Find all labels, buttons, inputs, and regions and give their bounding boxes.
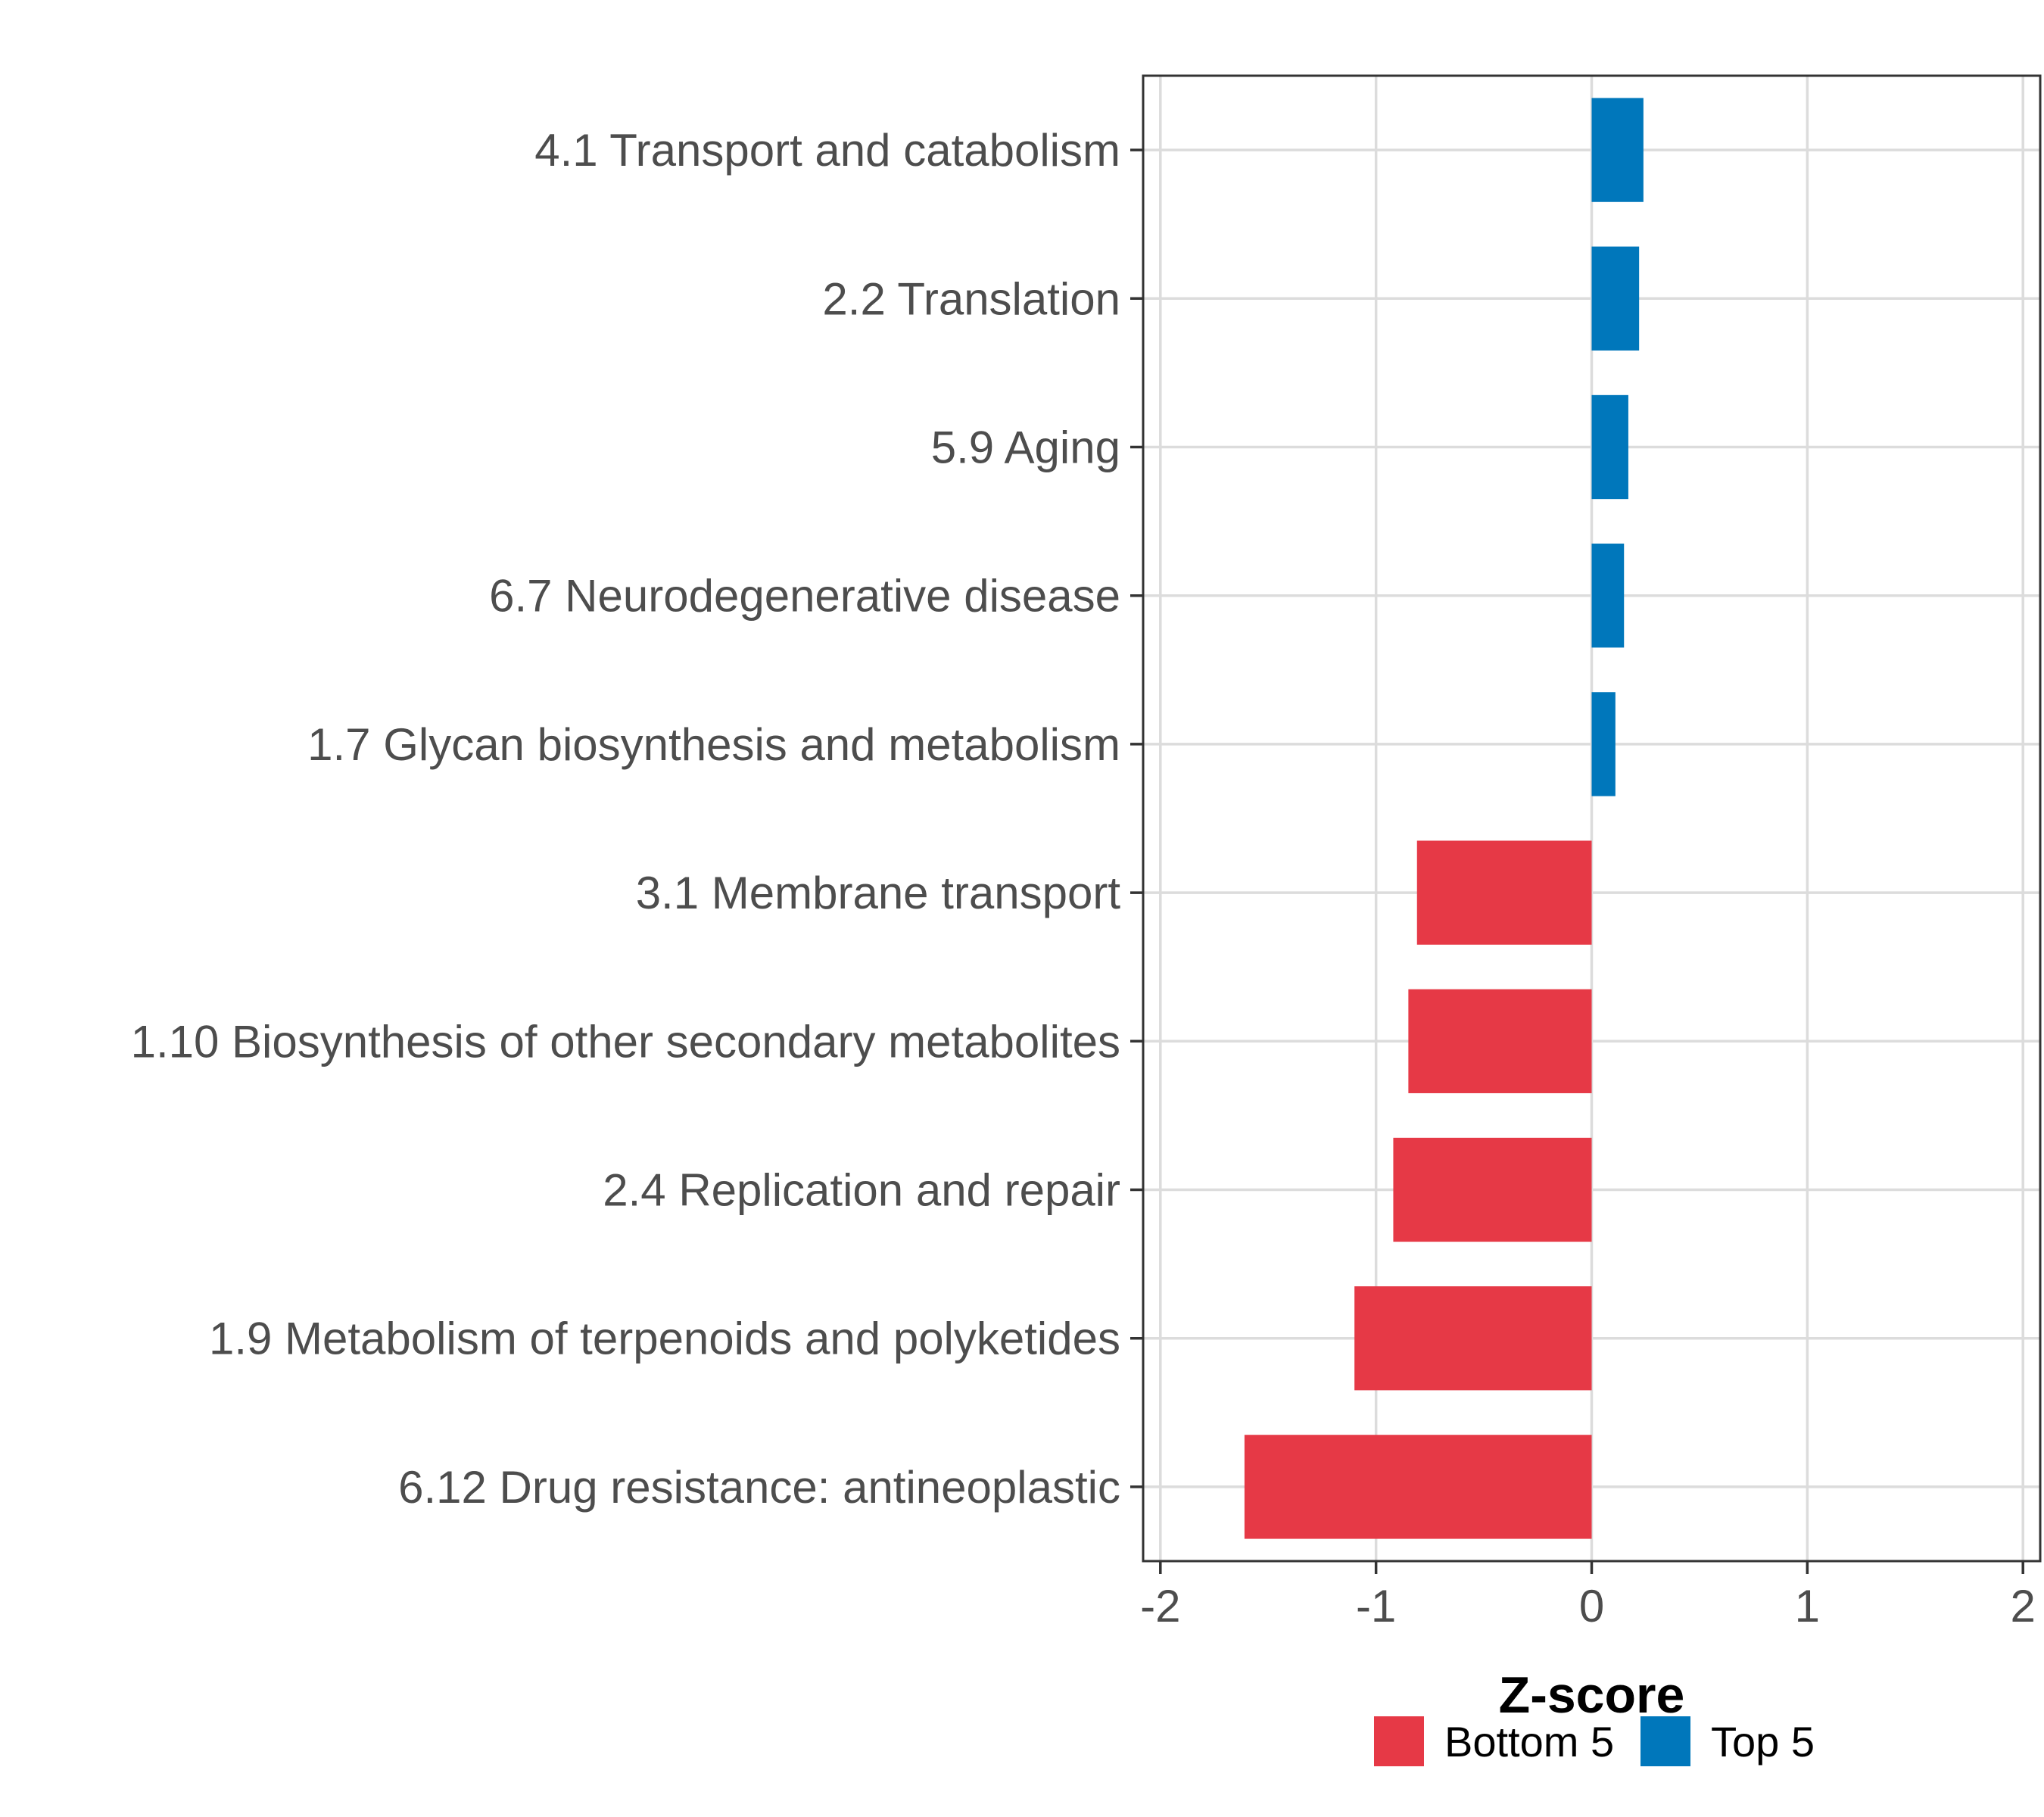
x-axis-ticks: -2 -1 0 1 2 xyxy=(1130,148,2036,1632)
category-label: 6.12 Drug resistance: antineoplastic xyxy=(398,1462,1120,1513)
bar-6 xyxy=(1416,840,1592,945)
bar-4 xyxy=(1591,544,1625,648)
bars xyxy=(1244,98,1644,1539)
category-label: 2.2 Translation xyxy=(822,273,1120,324)
plot-panel-border xyxy=(1142,74,2042,1563)
bar-5 xyxy=(1591,692,1616,796)
bar-8 xyxy=(1393,1137,1592,1242)
x-tick-label: -1 xyxy=(1356,1581,1396,1632)
category-label: 1.10 Biosynthesis of other secondary met… xyxy=(131,1016,1120,1067)
bar-3 xyxy=(1591,394,1628,500)
bar-10 xyxy=(1244,1435,1592,1539)
x-tick-label: 0 xyxy=(1579,1581,1604,1632)
x-tick-label: -2 xyxy=(1140,1581,1180,1632)
category-labels: 4.1 Transport and catabolism 2.2 Translat… xyxy=(131,125,1121,1513)
legend-label-top-5: Top 5 xyxy=(1711,1718,1815,1766)
category-label: 3.1 Membrane transport xyxy=(636,868,1121,918)
category-label: 5.9 Aging xyxy=(931,422,1120,473)
category-label: 1.9 Metabolism of terpenoids and polyket… xyxy=(209,1314,1120,1364)
category-label: 4.1 Transport and catabolism xyxy=(534,125,1120,176)
x-tick-label: 2 xyxy=(2011,1581,2036,1632)
legend-key-bottom-5 xyxy=(1374,1716,1424,1766)
bar-7 xyxy=(1408,989,1592,1093)
legend-key-top-5 xyxy=(1640,1716,1690,1766)
bar-2 xyxy=(1591,246,1640,351)
bar-1 xyxy=(1591,98,1644,202)
category-label: 6.7 Neurodegenerative disease xyxy=(489,571,1120,622)
x-axis-title: Z-score xyxy=(1499,1666,1685,1724)
legend-label-bottom-5: Bottom 5 xyxy=(1444,1718,1614,1766)
category-label: 2.4 Replication and repair xyxy=(603,1165,1120,1216)
legend: Bottom 5 Top 5 xyxy=(1374,1716,1815,1766)
category-label: 1.7 Glycan biosynthesis and metabolism xyxy=(307,719,1120,770)
x-tick-label: 1 xyxy=(1795,1581,1820,1632)
bar-9 xyxy=(1354,1286,1592,1391)
